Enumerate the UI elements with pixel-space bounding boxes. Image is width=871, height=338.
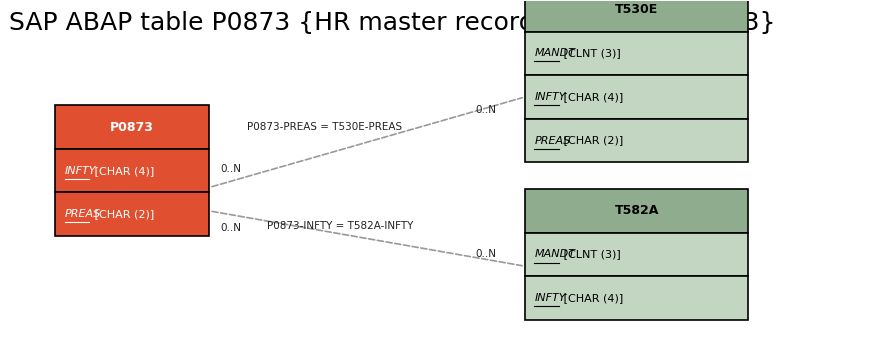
Text: MANDT: MANDT bbox=[534, 48, 575, 58]
FancyBboxPatch shape bbox=[525, 119, 748, 162]
Text: PREAS: PREAS bbox=[64, 209, 101, 219]
Text: P0873-INFTY = T582A-INFTY: P0873-INFTY = T582A-INFTY bbox=[267, 221, 414, 231]
Text: MANDT: MANDT bbox=[534, 249, 575, 260]
FancyBboxPatch shape bbox=[55, 192, 209, 236]
Text: 0..N: 0..N bbox=[221, 223, 242, 233]
FancyBboxPatch shape bbox=[55, 105, 209, 149]
Text: T582A: T582A bbox=[614, 204, 658, 217]
Text: 0..N: 0..N bbox=[221, 164, 242, 174]
FancyBboxPatch shape bbox=[525, 0, 748, 31]
Text: [CLNT (3)]: [CLNT (3)] bbox=[560, 249, 621, 260]
Text: [CHAR (4)]: [CHAR (4)] bbox=[91, 166, 154, 176]
Text: [CHAR (2)]: [CHAR (2)] bbox=[560, 136, 624, 145]
Text: 0..N: 0..N bbox=[475, 105, 496, 115]
Text: SAP ABAP table P0873 {HR master record for infotype 0873}: SAP ABAP table P0873 {HR master record f… bbox=[9, 11, 775, 35]
Text: P0873: P0873 bbox=[111, 121, 154, 134]
Text: [CHAR (2)]: [CHAR (2)] bbox=[91, 209, 154, 219]
Text: P0873-PREAS = T530E-PREAS: P0873-PREAS = T530E-PREAS bbox=[247, 122, 402, 132]
FancyBboxPatch shape bbox=[525, 75, 748, 119]
Text: INFTY: INFTY bbox=[64, 166, 96, 176]
FancyBboxPatch shape bbox=[525, 276, 748, 320]
FancyBboxPatch shape bbox=[525, 189, 748, 233]
Text: 0..N: 0..N bbox=[475, 249, 496, 260]
FancyBboxPatch shape bbox=[55, 149, 209, 192]
Text: [CHAR (4)]: [CHAR (4)] bbox=[560, 293, 624, 303]
FancyBboxPatch shape bbox=[525, 31, 748, 75]
Text: INFTY: INFTY bbox=[534, 293, 566, 303]
Text: [CHAR (4)]: [CHAR (4)] bbox=[560, 92, 624, 102]
Text: [CLNT (3)]: [CLNT (3)] bbox=[560, 48, 621, 58]
Text: INFTY: INFTY bbox=[534, 92, 566, 102]
Text: PREAS: PREAS bbox=[534, 136, 571, 145]
FancyBboxPatch shape bbox=[525, 233, 748, 276]
Text: T530E: T530E bbox=[615, 3, 658, 16]
